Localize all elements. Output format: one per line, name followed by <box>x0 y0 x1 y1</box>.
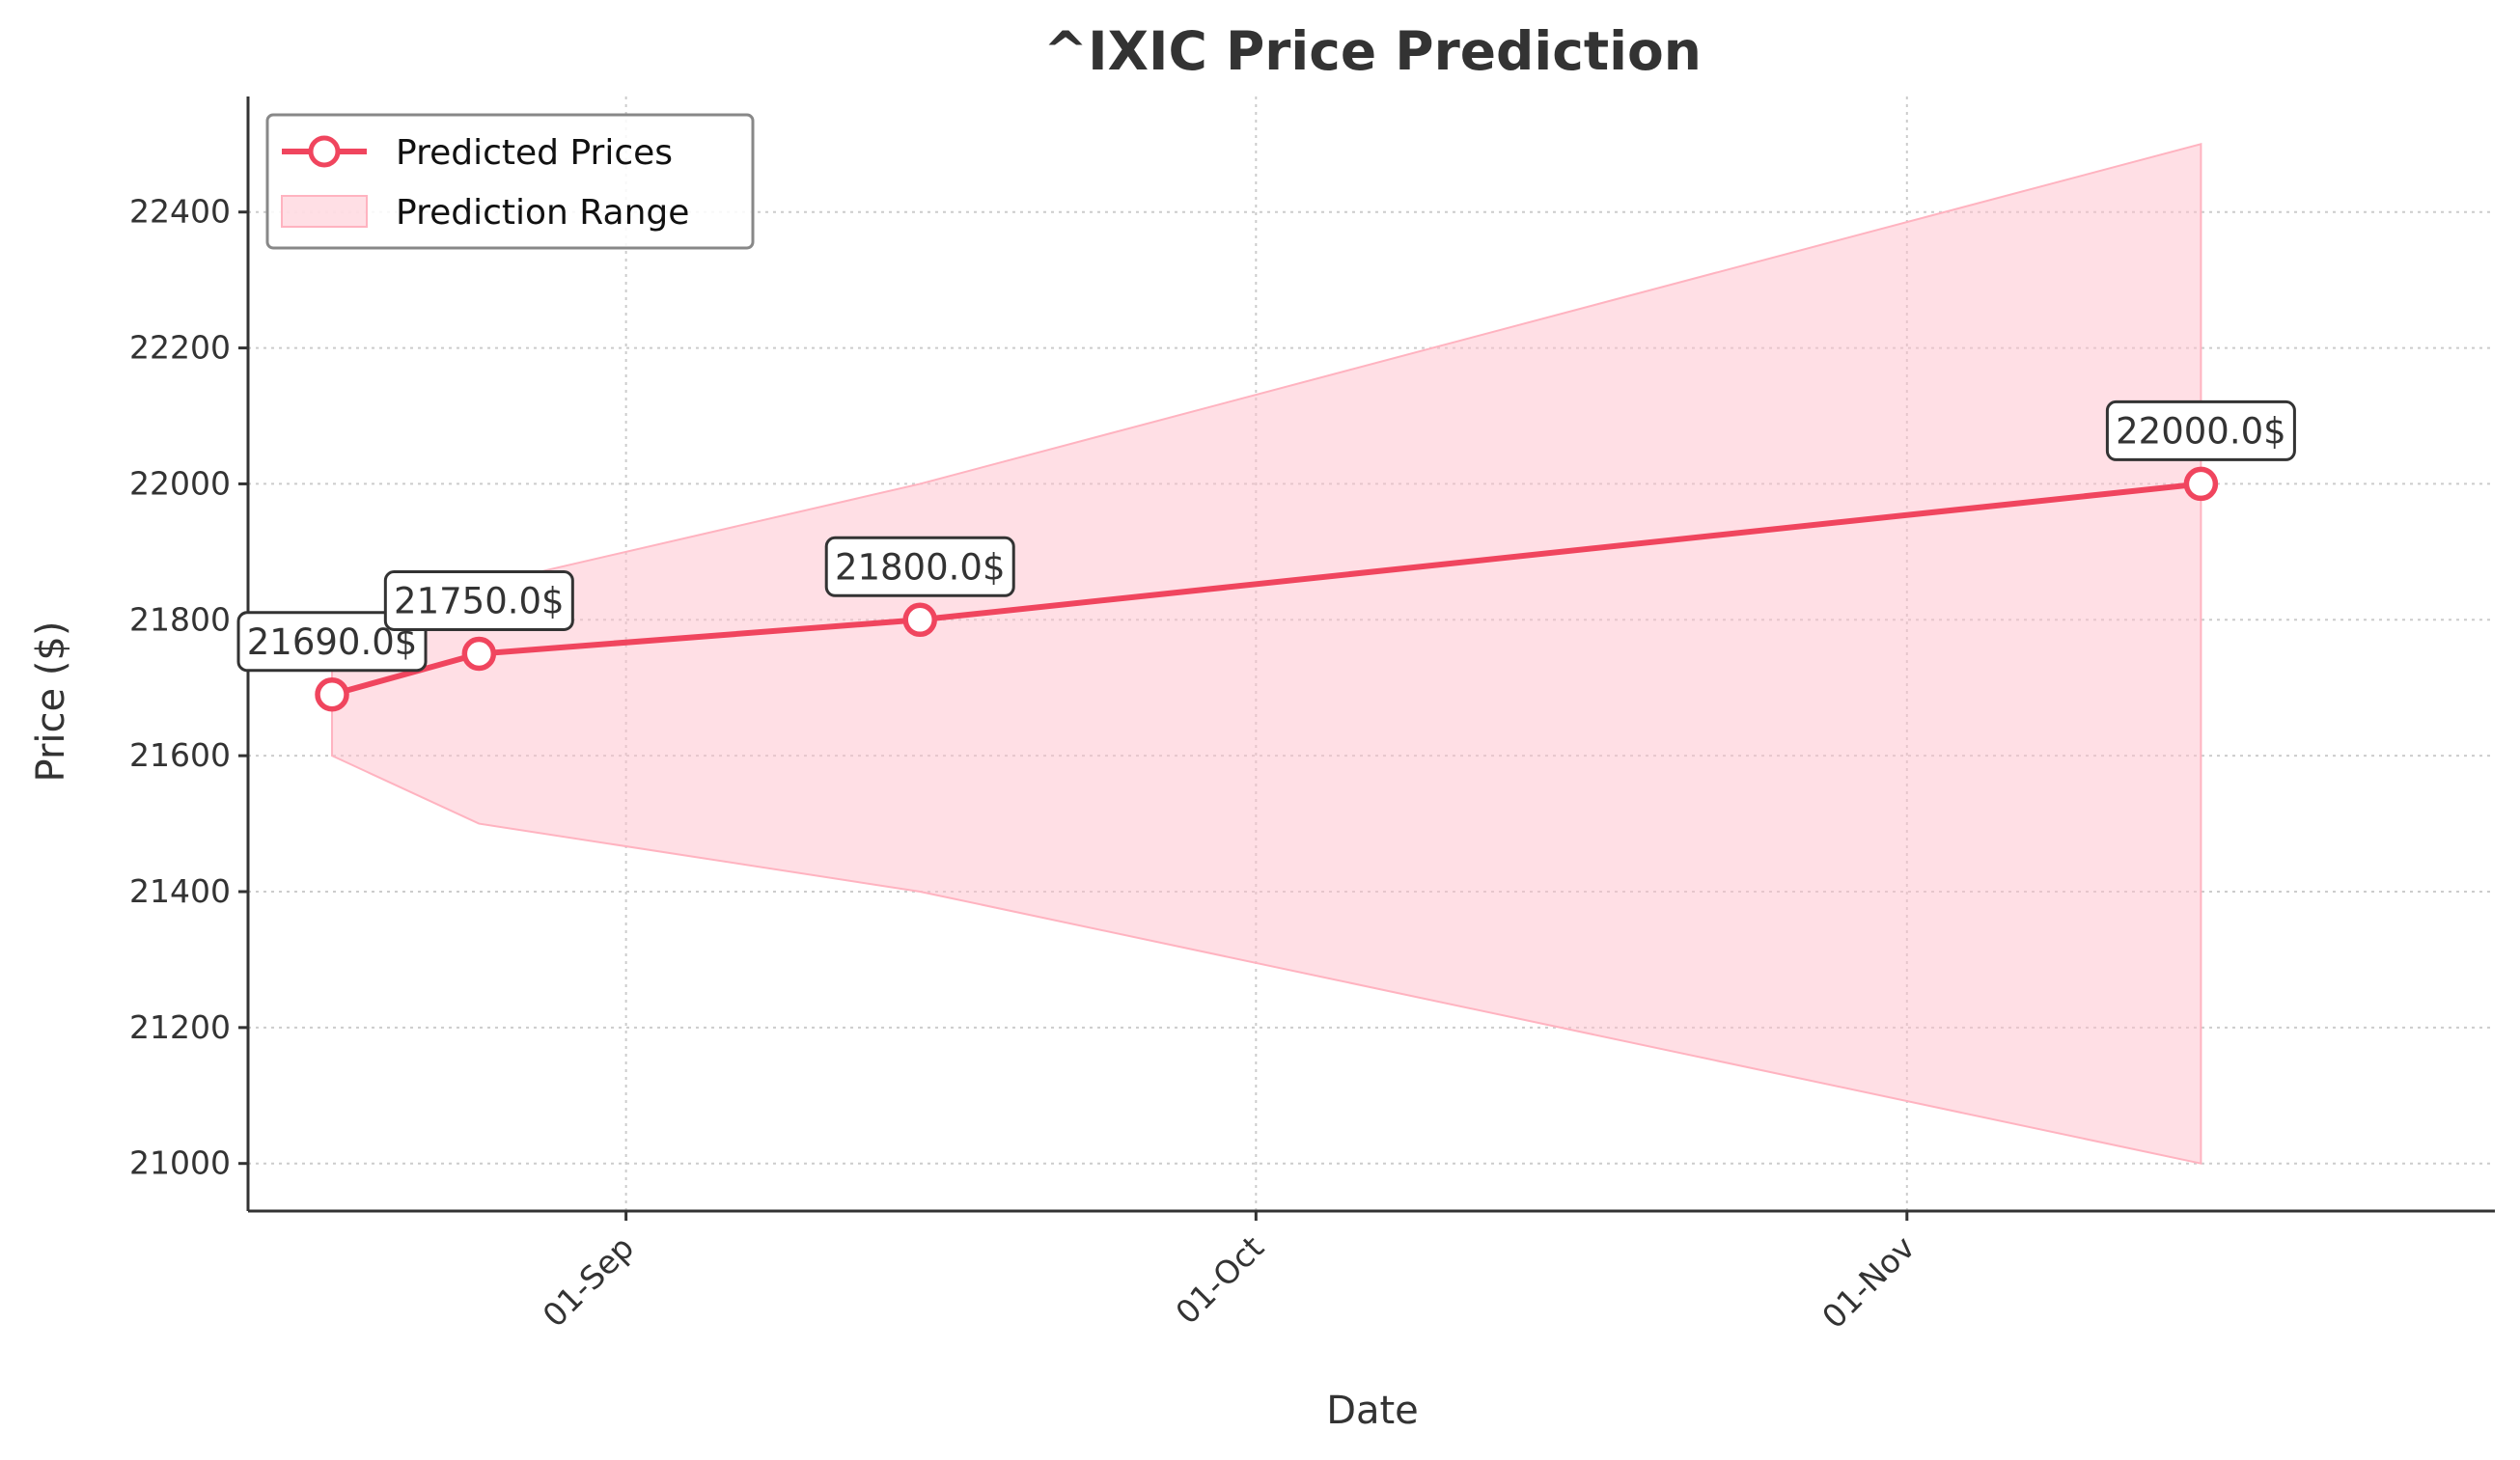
legend-box <box>265 113 755 250</box>
data-label-box <box>236 611 428 673</box>
x-tick-label: 01-Sep <box>536 1228 642 1335</box>
y-tick-label: 21400 <box>129 872 231 910</box>
y-tick-label: 22400 <box>129 193 231 231</box>
y-tick-label: 21200 <box>129 1008 231 1046</box>
x-tick-label: 01-Oct <box>1168 1228 1271 1332</box>
data-label: 21750.0$ <box>394 581 565 622</box>
x-axis-title: Date <box>1326 1389 1419 1433</box>
y-tick-label: 21000 <box>129 1144 231 1182</box>
band-layer <box>331 142 2202 1165</box>
legend-label-range: Prediction Range <box>396 193 689 233</box>
legend: Predicted Prices Prediction Range <box>265 113 755 250</box>
x-tick-label: 01-Nov <box>1814 1228 1922 1336</box>
data-label-box <box>824 536 1015 597</box>
predicted-price-line <box>331 481 2202 698</box>
data-label-box <box>383 570 574 631</box>
y-axis-title: Price ($) <box>29 621 73 783</box>
data-label: 22000.0$ <box>2116 410 2286 452</box>
data-label: 21800.0$ <box>835 546 1006 588</box>
line-layer <box>315 466 2219 712</box>
legend-label-predicted: Predicted Prices <box>396 133 673 173</box>
predicted-price-point <box>315 677 349 712</box>
data-label-box <box>2105 399 2296 461</box>
legend-band-swatch <box>281 195 368 228</box>
y-tick-label: 21800 <box>129 600 231 638</box>
y-tick-label: 22200 <box>129 329 231 367</box>
predicted-price-point <box>902 602 937 638</box>
predicted-price-point <box>2183 466 2219 502</box>
label-layer: 21690.0$21750.0$21800.0$22000.0$ <box>236 399 2296 673</box>
legend-marker-swatch <box>308 135 341 168</box>
prediction-range-band <box>331 142 2202 1165</box>
y-tick-label: 22000 <box>129 464 231 502</box>
predicted-price-point <box>461 636 497 672</box>
chart-title: ^IXIC Price Prediction <box>1043 20 1702 82</box>
y-tick-label: 21600 <box>129 736 231 774</box>
